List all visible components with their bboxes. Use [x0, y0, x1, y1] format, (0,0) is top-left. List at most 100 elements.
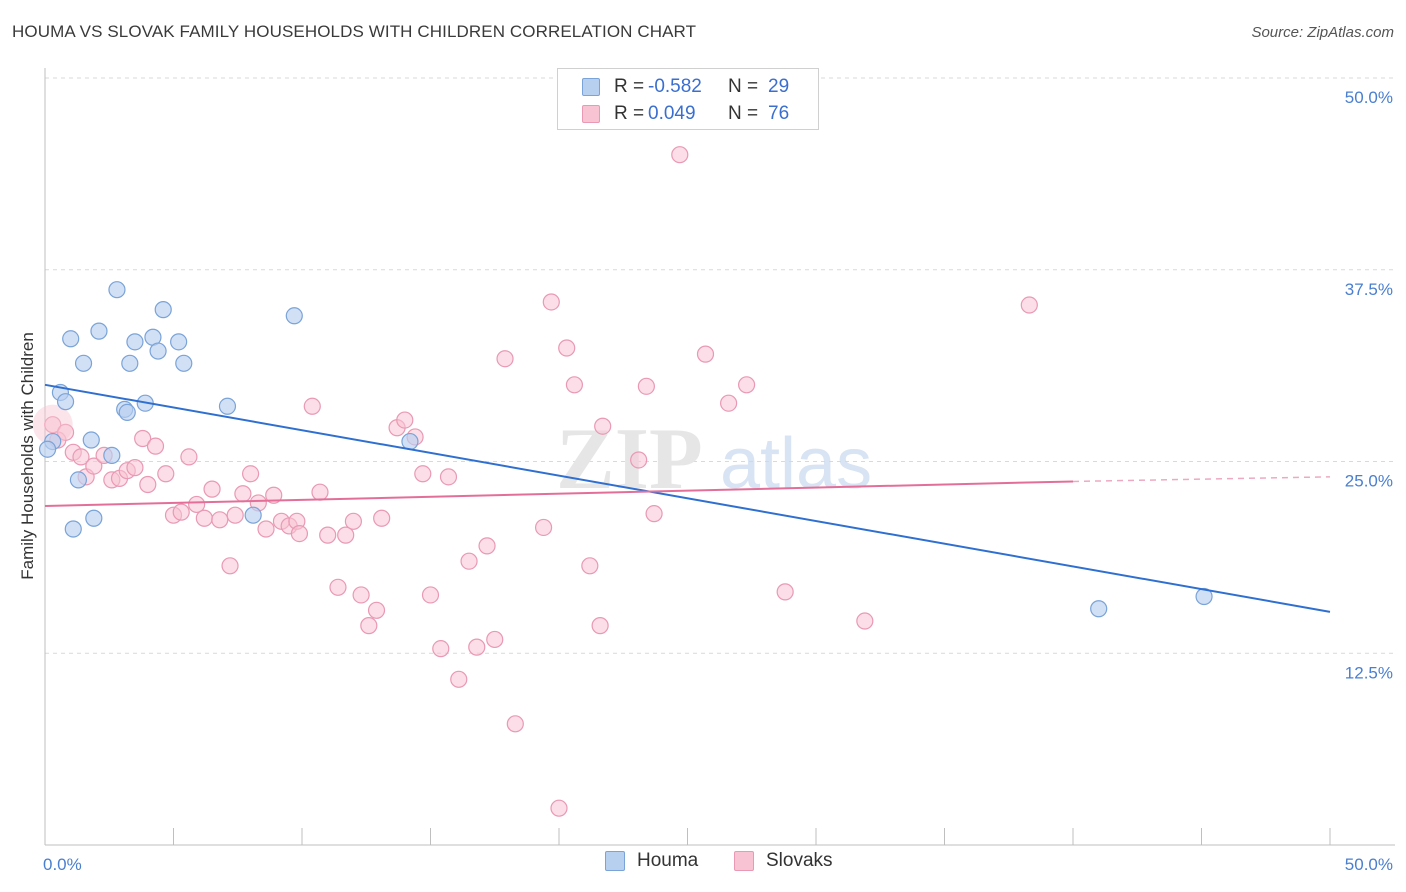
slovak-point: [637, 377, 655, 395]
houma-point: [56, 393, 75, 411]
slovak-point: [720, 394, 738, 412]
slovak-point: [550, 799, 568, 817]
trendlines: [44, 383, 1331, 613]
slovak-swatch: [582, 105, 600, 123]
slovak-point: [591, 617, 609, 635]
houma-point: [64, 520, 82, 538]
slovak-point: [290, 524, 309, 543]
legend-label-slovaks: Slovaks: [766, 850, 833, 871]
correlation-legend: R = -0.582 N = 29 R = 0.049 N = 76: [557, 68, 819, 130]
x-tick-label: 0.0%: [43, 855, 82, 874]
houma-point: [1195, 587, 1213, 606]
y-tick-labels: 12.5% 25.0% 37.5% 50.0%: [1345, 88, 1393, 682]
slovak-point: [450, 670, 468, 688]
slovak-point: [85, 457, 103, 475]
slovak-series: [32, 146, 1038, 817]
houma-point: [401, 432, 419, 451]
houma-point: [62, 330, 80, 348]
houma-point: [121, 354, 139, 372]
houma-point: [118, 403, 136, 422]
slovak-point: [468, 638, 486, 656]
legend-label-houma: Houma: [637, 850, 699, 871]
n-label: N =: [728, 103, 759, 124]
slovak-point: [534, 518, 553, 537]
houma-point: [126, 333, 144, 351]
slovak-point: [344, 512, 362, 530]
slovak-point: [44, 416, 62, 434]
x-tick-label: 50.0%: [1345, 855, 1393, 874]
slovak-point: [671, 146, 689, 164]
slovak-point: [776, 583, 794, 601]
y-tick-label: 37.5%: [1345, 280, 1393, 299]
slovak-point: [373, 509, 391, 527]
houma-point: [74, 354, 93, 372]
slovak-point: [486, 630, 504, 649]
houma-point: [175, 354, 193, 372]
slovak-point: [157, 465, 175, 483]
slovak-point: [696, 345, 715, 363]
houma-point: [170, 333, 188, 351]
houma-point: [108, 281, 126, 299]
slovak-point: [195, 509, 213, 527]
x-tick-labels: 0.0% 50.0%: [43, 855, 1393, 874]
slovak-point: [645, 505, 663, 523]
houma-point: [103, 446, 121, 464]
slovak-point: [72, 448, 90, 466]
houma-point: [154, 301, 172, 319]
source-label[interactable]: Source: ZipAtlas.com: [1251, 24, 1394, 41]
slovak-point: [460, 552, 478, 570]
houma-point: [149, 342, 167, 360]
y-axis-label: Family Households with Children: [18, 332, 37, 580]
houma-point: [90, 322, 108, 340]
legend-item-slovaks[interactable]: Slovaks: [734, 850, 833, 872]
slovak-point: [439, 468, 458, 486]
slovak-point: [565, 376, 584, 394]
slovak-point: [630, 451, 648, 469]
slovak-point: [319, 526, 337, 544]
slovak-point: [146, 437, 165, 455]
slovak-point: [329, 578, 347, 596]
slovak-point: [396, 411, 414, 429]
y-tick-label: 50.0%: [1345, 88, 1393, 107]
slovak-point: [558, 339, 576, 357]
slovak-point: [203, 480, 221, 498]
slovak-point: [188, 495, 206, 514]
slovak-point: [172, 503, 190, 521]
chart-title: HOUMA VS SLOVAK FAMILY HOUSEHOLDS WITH C…: [12, 22, 697, 41]
slovak-point: [478, 537, 496, 555]
y-tick-label: 25.0%: [1345, 472, 1393, 491]
slovak-point: [56, 423, 75, 441]
slovak-point: [180, 448, 198, 466]
slovak-point: [337, 526, 355, 544]
series-legend: Houma Slovaks: [0, 850, 1406, 878]
r-label: R =: [614, 103, 645, 124]
n-value: 29: [768, 76, 790, 97]
slovak-point: [242, 465, 260, 483]
legend-item-houma[interactable]: Houma: [605, 850, 698, 872]
n-label: N =: [728, 76, 759, 97]
slovak-point: [126, 459, 144, 477]
slovak-point-large: [32, 404, 73, 445]
slovak-point: [496, 350, 514, 368]
slovak-point: [303, 397, 321, 415]
slovak-point: [352, 586, 370, 604]
slovak-point: [581, 557, 599, 575]
slovak-point: [265, 486, 283, 504]
watermark-atlas: atlas: [720, 424, 872, 504]
gridlines: [45, 77, 1395, 654]
slovak-point: [234, 485, 252, 503]
slovak-point: [856, 612, 874, 630]
slovak-point: [506, 715, 524, 733]
r-label: R =: [614, 76, 645, 97]
houma-point: [69, 471, 88, 489]
slovak-point: [421, 586, 440, 604]
slovak-point: [594, 417, 612, 435]
r-value: 0.049: [648, 103, 696, 124]
slovak-point: [1020, 296, 1038, 314]
slovak-point: [134, 429, 152, 448]
y-tick-label: 12.5%: [1345, 663, 1393, 682]
slovak-point: [221, 557, 239, 575]
slovak-trendline: [44, 480, 1074, 507]
houma-point: [285, 307, 303, 325]
